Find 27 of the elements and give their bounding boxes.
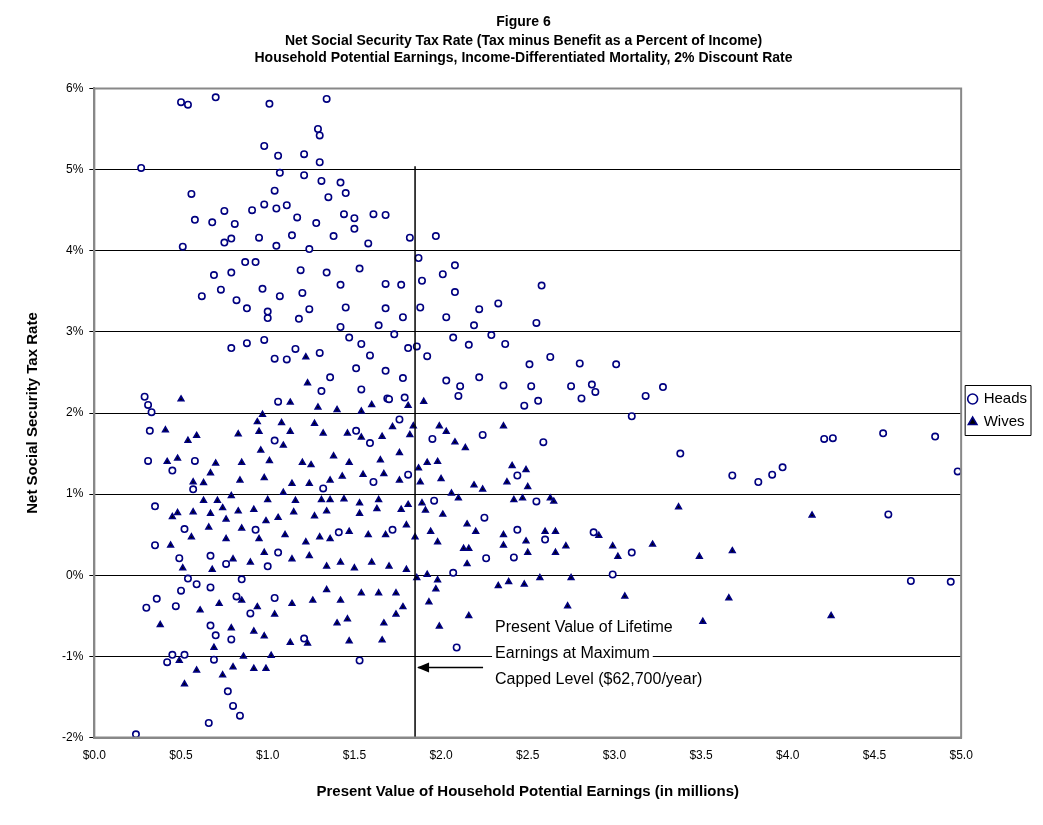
x-tick-label: $2.5 xyxy=(516,748,540,763)
y-tick-label: 2% xyxy=(66,405,84,420)
x-tick-label: $3.0 xyxy=(602,748,627,763)
y-tick-label: 0% xyxy=(66,567,84,582)
y-tick-label: -1% xyxy=(62,648,84,663)
legend-label: Wives xyxy=(983,412,1025,430)
x-tick-label: $1.0 xyxy=(256,748,280,763)
chart-subtitle: Net Social Security Tax Rate (Tax minus Benefit as a Percent of Income) Household Potential Earnings, Income-Differentiated Mortality, 2% Discount Rate xyxy=(254,32,793,65)
x-tick-label: $4.0 xyxy=(776,748,800,763)
ref-line-label: Present Value of Lifetime Earnings at Maximum Capped Level ($62,700/year) xyxy=(495,618,703,688)
x-tick-label: $5.0 xyxy=(949,748,974,763)
y-tick-label: 4% xyxy=(66,243,84,258)
x-tick-label: $0.0 xyxy=(82,748,107,763)
x-tick-label: $2.0 xyxy=(429,748,454,763)
chart-title: Figure 6 xyxy=(496,13,551,30)
x-tick-label: $0.5 xyxy=(169,748,194,763)
y-tick-label: 5% xyxy=(66,161,84,176)
y-tick-label: -2% xyxy=(62,729,84,744)
legend-label: Heads xyxy=(983,389,1027,407)
x-tick-label: $3.5 xyxy=(689,748,714,763)
y-tick-label: 6% xyxy=(66,80,84,95)
x-axis-title: Present Value of Household Potential Earnings (in millions) xyxy=(316,782,740,800)
x-tick-label: $4.5 xyxy=(862,748,887,763)
x-tick-label: $1.5 xyxy=(342,748,367,763)
y-tick-label: 3% xyxy=(66,324,84,339)
y-axis-title: Net Social Security Tax Rate xyxy=(23,312,41,514)
y-tick-label: 1% xyxy=(66,486,84,501)
